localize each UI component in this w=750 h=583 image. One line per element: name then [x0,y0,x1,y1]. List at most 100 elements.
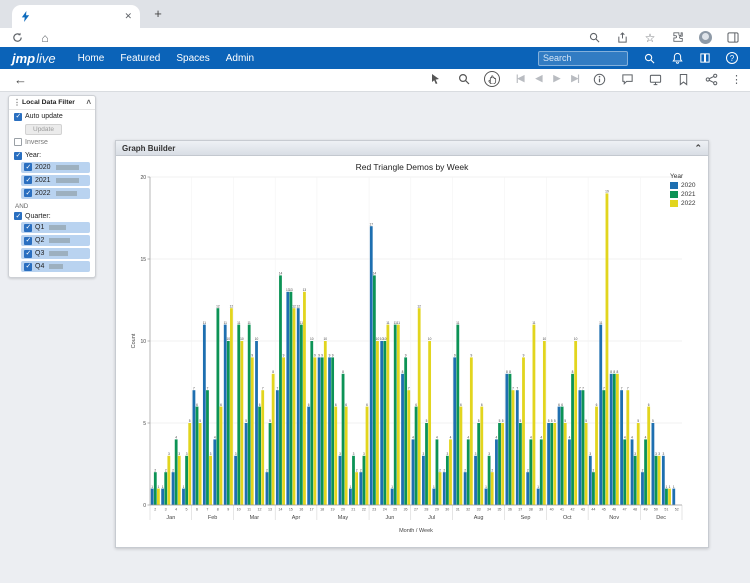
reload-icon[interactable] [10,31,24,45]
svg-text:42: 42 [570,508,574,512]
site-search-input[interactable] [543,53,623,63]
svg-text:5: 5 [564,419,566,423]
quarter-checkbox[interactable] [14,212,22,220]
svg-text:6: 6 [335,403,337,407]
help-icon[interactable]: ? [726,52,738,64]
svg-text:7: 7 [262,386,264,390]
svg-text:51: 51 [664,508,668,512]
nav-last-icon[interactable]: ▶| [571,73,578,84]
home-icon[interactable]: ⌂ [38,31,52,45]
quarter-q1-checkbox[interactable] [24,224,32,232]
legend-item-2020[interactable]: 2020 [670,182,704,189]
quarter-q3-checkbox[interactable] [24,250,32,258]
auto-update-row[interactable]: Auto update [9,110,95,121]
svg-text:5: 5 [199,419,201,423]
nav-item-admin[interactable]: Admin [226,53,254,64]
comments-icon[interactable] [619,71,635,87]
svg-text:11: 11 [456,321,460,325]
legend-label: 2022 [681,200,695,207]
zoom-tool-icon[interactable] [456,71,472,87]
svg-text:18: 18 [320,508,324,512]
quarter-q1-item[interactable]: Q1 [21,222,90,233]
notifications-bell-icon[interactable] [670,51,684,65]
svg-text:4: 4 [540,436,542,440]
quarter-q2-item[interactable]: Q2 [21,235,90,246]
new-tab-button[interactable]: + [150,6,166,22]
search-icon[interactable] [587,31,601,45]
inverse-row[interactable]: Inverse [9,136,95,147]
tab-close-icon[interactable]: ✕ [124,11,132,22]
selection-tool-icon[interactable] [428,71,444,87]
drag-grip-icon[interactable]: ⋮ [13,98,20,107]
svg-text:4: 4 [569,436,571,440]
nav-first-icon[interactable]: |◀ [516,73,523,84]
graph-builder-header[interactable]: Graph Builder ⌃ [116,141,708,156]
svg-text:2: 2 [491,468,493,472]
year-2020-checkbox[interactable] [24,163,32,171]
quarter-q4-bar [49,264,63,269]
nav-item-spaces[interactable]: Spaces [176,53,209,64]
share-icon[interactable] [615,31,629,45]
svg-text:6: 6 [196,508,198,512]
nav-prev-icon[interactable]: ◀ [535,73,541,84]
extensions-icon[interactable] [671,31,685,45]
svg-text:3: 3 [589,452,591,456]
year-2020-bar [56,165,79,170]
svg-text:1: 1 [673,485,675,489]
header-search-icon[interactable] [642,51,656,65]
year-2022-item[interactable]: 2022 [21,188,90,199]
inverse-checkbox[interactable] [14,138,22,146]
svg-text:1: 1 [666,485,668,489]
nav-item-featured[interactable]: Featured [120,53,160,64]
svg-text:9: 9 [314,354,316,358]
svg-text:5: 5 [426,419,428,423]
quarter-q4-checkbox[interactable] [24,263,32,271]
year-2021-checkbox[interactable] [24,176,32,184]
svg-text:11: 11 [386,321,390,325]
bookmark-flag-icon[interactable] [675,71,691,87]
svg-text:20: 20 [140,175,146,181]
svg-text:Dec: Dec [656,515,666,521]
bookmark-star-icon[interactable]: ☆ [643,31,657,45]
svg-text:27: 27 [414,508,418,512]
grab-hand-tool-icon[interactable] [484,71,500,87]
back-button[interactable]: ← [14,72,27,87]
year-2022-checkbox[interactable] [24,189,32,197]
jmp-live-logo[interactable]: jmp live [12,51,56,66]
more-menu-icon[interactable]: ⋮ [731,73,742,86]
nav-next-icon[interactable]: ▶ [553,73,559,84]
side-panel-icon[interactable] [726,31,740,45]
year-checkbox[interactable] [14,152,22,160]
svg-text:6: 6 [596,403,598,407]
profile-avatar[interactable] [699,31,712,44]
quarter-q4-item[interactable]: Q4 [21,261,90,272]
site-search[interactable] [538,51,628,66]
quarter-filter-row[interactable]: Quarter: [9,210,95,221]
year-filter-row[interactable]: Year: [9,149,95,160]
update-button[interactable]: Update [25,124,62,135]
present-screen-icon[interactable] [647,71,663,87]
svg-text:1: 1 [350,485,352,489]
auto-update-checkbox[interactable] [14,113,22,121]
svg-text:5: 5 [189,419,191,423]
nav-item-home[interactable]: Home [78,53,105,64]
browser-tab[interactable]: ✕ [12,5,140,28]
svg-text:11: 11 [203,321,207,325]
share-nodes-icon[interactable] [703,71,719,87]
svg-text:7: 7 [582,386,584,390]
quarter-q2-checkbox[interactable] [24,237,32,245]
year-2020-item[interactable]: 2020 [21,162,90,173]
filter-header[interactable]: ⋮ Local Data Filter ˄ [9,96,95,110]
quarter-q3-item[interactable]: Q3 [21,248,90,259]
year-2021-item[interactable]: 2021 [21,175,90,186]
collapse-caret-icon[interactable]: ˄ [86,98,91,107]
chart-canvas[interactable]: JanFebMarAprMayJunJulAugSepOctNovDec1212… [128,171,684,535]
legend-items: 2020 2021 2022 [670,182,704,207]
svg-text:10: 10 [227,337,231,341]
library-book-icon[interactable] [698,51,712,65]
collapse-chevron-icon[interactable]: ⌃ [694,143,702,154]
legend-item-2022[interactable]: 2022 [670,200,704,207]
legend-item-2021[interactable]: 2021 [670,191,704,198]
info-icon[interactable] [591,71,607,87]
svg-text:Nov: Nov [609,515,619,521]
